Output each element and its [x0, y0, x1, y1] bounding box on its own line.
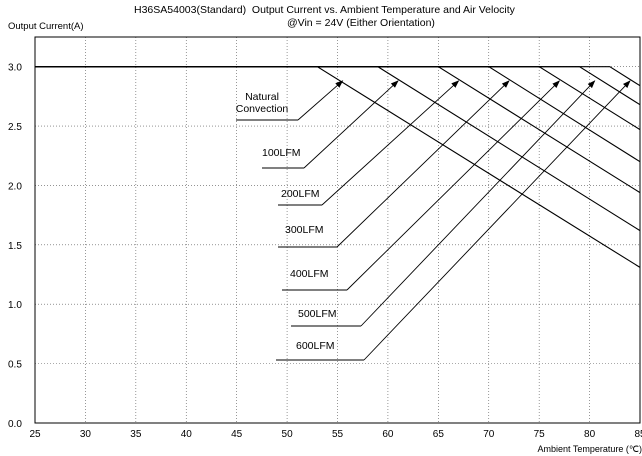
- y-tick-label: 3.0: [8, 63, 22, 74]
- x-tick-label: 35: [130, 429, 142, 440]
- x-tick-label: 55: [332, 429, 344, 440]
- grid-lines: [35, 37, 640, 423]
- y-tick-label: 1.5: [8, 241, 22, 252]
- leader-arrow: [346, 80, 561, 291]
- annotation-label: 500LFM: [298, 308, 337, 320]
- annotation-label: 300LFM: [285, 224, 324, 236]
- x-tick-label: 65: [433, 429, 445, 440]
- x-tick-label: 80: [584, 429, 596, 440]
- x-tick-label: 40: [181, 429, 193, 440]
- annotation-label: 100LFM: [262, 147, 301, 159]
- chart-title: H36SA54003(Standard) Output Current vs. …: [134, 4, 515, 16]
- annotation-leaders: Natural Convection 100LFM 200LFM 300LFM 400LF…: [236, 80, 631, 361]
- x-tick-label: 45: [231, 429, 243, 440]
- leader-arrow: [297, 80, 344, 121]
- leader-arrow: [363, 80, 631, 361]
- x-axis-label: Ambient Temperature (℃): [537, 444, 642, 454]
- series-line-6: [35, 66, 641, 87]
- leader-arrow: [303, 80, 399, 169]
- annotation-label: 600LFM: [296, 340, 335, 352]
- y-tick-label: 0.5: [8, 360, 22, 371]
- x-tick-label: 75: [534, 429, 546, 440]
- plot-frame: [34, 36, 641, 424]
- x-tick-label: 30: [80, 429, 92, 440]
- tick-labels: 25 30 35 40 45 50 55 60 65 70 75 80 85 0.0 0.5 1.0 1.5 2.…: [8, 63, 642, 440]
- y-tick-label: 0.0: [8, 419, 22, 430]
- chart-subtitle: @Vin = 24V (Either Orientation): [287, 17, 435, 29]
- y-axis-label: Output Current(A): [8, 21, 84, 32]
- series-line-3: [35, 66, 641, 163]
- leader-arrow: [336, 80, 510, 248]
- x-tick-label: 85: [634, 429, 642, 440]
- annotation-label: 200LFM: [281, 188, 320, 200]
- y-tick-label: 2.5: [8, 122, 22, 133]
- x-tick-label: 50: [282, 429, 294, 440]
- x-tick-label: 70: [483, 429, 495, 440]
- annotation-label: 400LFM: [290, 268, 329, 280]
- y-tick-label: 1.0: [8, 300, 22, 311]
- leader-arrow: [321, 80, 460, 206]
- x-tick-label: 25: [29, 429, 41, 440]
- x-tick-label: 60: [382, 429, 394, 440]
- annotation-label: Natural Convection: [236, 91, 289, 115]
- series-line-0: [35, 66, 641, 268]
- y-tick-label: 2.0: [8, 181, 22, 192]
- leader-arrow: [360, 80, 596, 327]
- series-lines: [35, 66, 641, 268]
